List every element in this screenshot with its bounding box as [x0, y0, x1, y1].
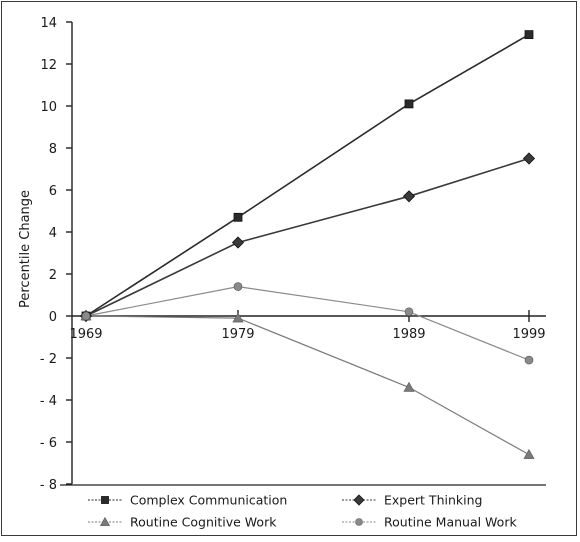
- data-point-series-2: [402, 190, 416, 203]
- legend-label: Expert Thinking: [384, 493, 482, 508]
- data-point-series-4: [233, 282, 243, 291]
- y-tick-label: 10: [40, 100, 57, 115]
- y-axis-label: Percentile Change: [18, 190, 33, 308]
- axes: [66, 21, 546, 485]
- y-tick-label: 14: [40, 16, 57, 31]
- y-tick-label: 12: [40, 58, 57, 73]
- data-point-series-1: [524, 30, 534, 40]
- x-tick-label: 1999: [512, 327, 545, 342]
- data-point-series-4: [524, 355, 534, 365]
- data-point-series-3: [523, 448, 535, 459]
- legend-label: Complex Communication: [130, 493, 287, 508]
- y-tick-label: - 4: [40, 394, 57, 409]
- y-tick-label: 0: [49, 310, 57, 325]
- data-point-series-3: [232, 312, 244, 323]
- legend-label: Routine Cognitive Work: [130, 515, 277, 530]
- data-point-series-2: [522, 152, 536, 165]
- y-tick-label: - 2: [40, 352, 57, 367]
- series-line-2: [85, 157, 530, 317]
- x-tick-labels: 1969 1979 1989 1999: [69, 327, 545, 342]
- data-point-series-4: [81, 311, 91, 321]
- y-tick-label: 4: [49, 226, 57, 241]
- series-line-1: [85, 33, 530, 317]
- legend-marker: [99, 516, 111, 526]
- data-point-series-3: [403, 381, 415, 392]
- series-line-4: [85, 285, 530, 361]
- y-tick-label: - 8: [40, 478, 57, 493]
- data-point-series-4: [404, 307, 414, 317]
- data-point-series-1: [404, 99, 414, 109]
- data-point-series-2: [231, 236, 245, 249]
- x-tick-label: 1969: [69, 327, 102, 342]
- x-tick-label: 1989: [392, 327, 425, 342]
- y-tick-label: - 6: [40, 436, 57, 451]
- legend-marker: [101, 496, 109, 504]
- data-point-series-1: [233, 212, 243, 222]
- legend-marker: [355, 518, 363, 526]
- y-tick-label: 8: [49, 142, 57, 157]
- series-markers: [79, 30, 536, 459]
- y-tick-label: 2: [49, 268, 57, 283]
- y-tick-label: 6: [49, 184, 57, 199]
- legend-label: Routine Manual Work: [384, 515, 517, 530]
- series-lines: [85, 33, 530, 456]
- x-tick-label: 1979: [221, 327, 254, 342]
- series-line-3: [85, 315, 530, 456]
- legend-marker: [353, 494, 365, 506]
- y-tick-labels: 14 12 10 8 6 4 2 0 - 2 - 4 - 6 - 8: [40, 16, 57, 493]
- legend: Complex Communication Expert Thinking Rout…: [60, 484, 546, 530]
